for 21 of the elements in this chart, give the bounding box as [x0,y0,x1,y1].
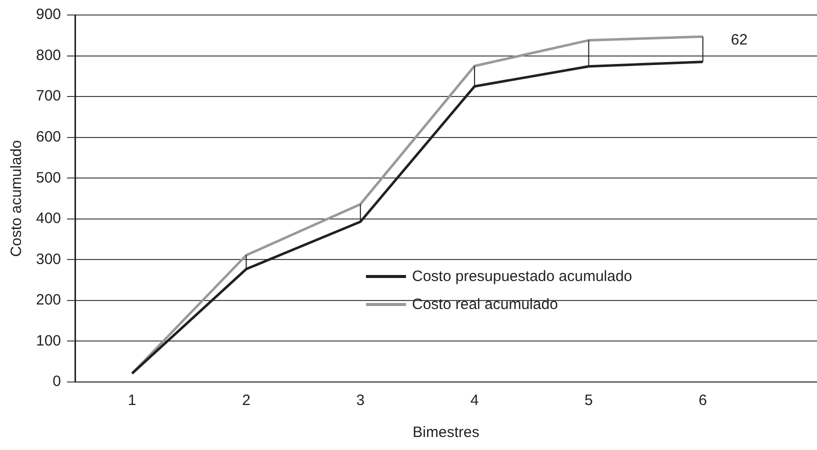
annotation: 62 [730,31,748,48]
y-axis-title: Costo acumulado [8,140,26,257]
x-tick-label: 2 [242,392,250,410]
y-tick-label: 700 [36,88,62,105]
y-tick-label: 900 [36,6,62,24]
y-tick-label: 500 [36,169,62,186]
y-tick-label: 0 [52,373,62,390]
legend-label: Costo presupuestado acumulado [412,268,632,284]
y-tick-label: 800 [36,46,62,64]
legend-label: Costo real acumulado [412,296,558,312]
x-tick-label: 1 [128,392,136,410]
x-tick-label: 4 [470,392,479,410]
y-tick-label: 100 [36,332,62,350]
y-tick-label: 300 [36,250,62,268]
y-tick-label: 200 [36,292,62,309]
x-tick-label: 5 [584,392,593,410]
x-tick-label: 3 [356,392,365,410]
y-tick-label: 400 [36,210,62,228]
y-tick-label: 600 [36,128,62,146]
x-axis-title: Bimestres [412,424,480,442]
x-tick-label: 6 [698,392,708,410]
